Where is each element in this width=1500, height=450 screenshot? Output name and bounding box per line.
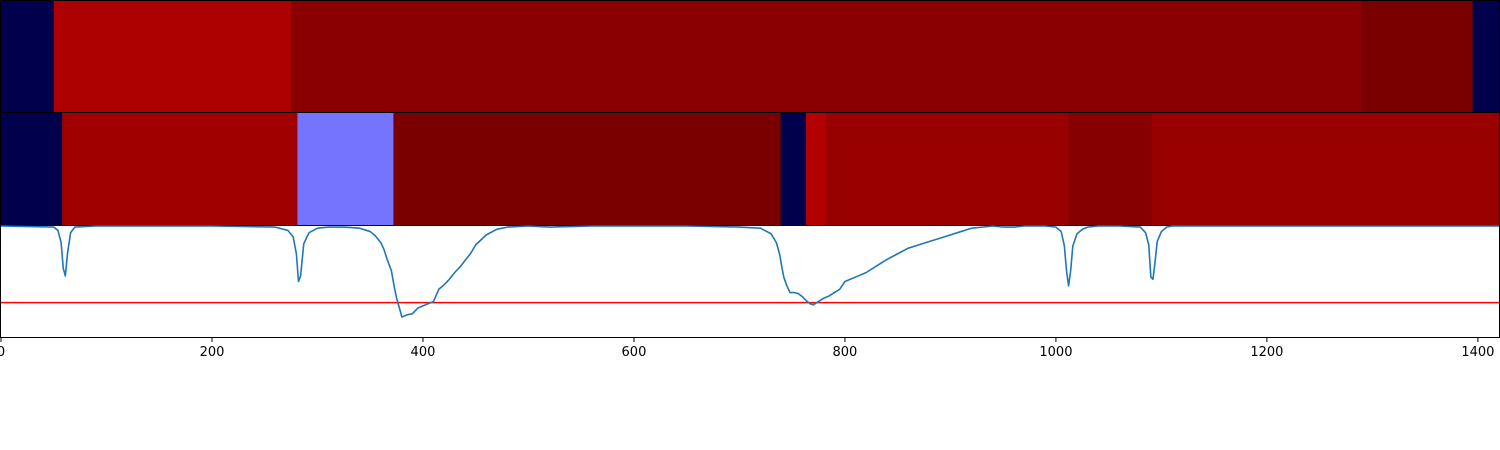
top-strip-segment: [291, 1, 1363, 112]
x-tick-label: 400: [411, 345, 436, 360]
x-tick-label: 1200: [1250, 345, 1283, 360]
x-tick-label: 1400: [1461, 345, 1494, 360]
top-strip-segment: [1361, 1, 1474, 112]
middle-strip-segment: [805, 113, 827, 225]
top-heatmap-strip: [0, 0, 1500, 113]
signal-frame: [0, 225, 1500, 338]
middle-strip-segment: [1, 113, 63, 225]
middle-strip-segment: [393, 113, 782, 225]
middle-strip-segment: [1151, 113, 1500, 225]
top-strip-segment: [1, 1, 55, 112]
middle-strip-segment: [62, 113, 298, 225]
x-tick-label: 800: [833, 345, 858, 360]
x-tick-label: 0: [0, 345, 5, 360]
middle-strip-segment: [780, 113, 807, 225]
x-tick-label: 200: [200, 345, 225, 360]
middle-heatmap-strip: [0, 112, 1500, 226]
x-tick-label: 1000: [1039, 345, 1072, 360]
middle-strip-segment: [825, 113, 1070, 225]
middle-strip-segment: [1068, 113, 1153, 225]
signal-line: [0, 225, 1499, 318]
x-axis: 0 200 400 600 800 1000 1200 1400: [0, 337, 1494, 360]
top-strip-segment: [53, 1, 292, 112]
top-strip-segment: [1472, 1, 1500, 112]
middle-strip-segment: [297, 113, 394, 225]
signal-panel: [0, 225, 1500, 338]
x-tick-label: 600: [622, 345, 647, 360]
